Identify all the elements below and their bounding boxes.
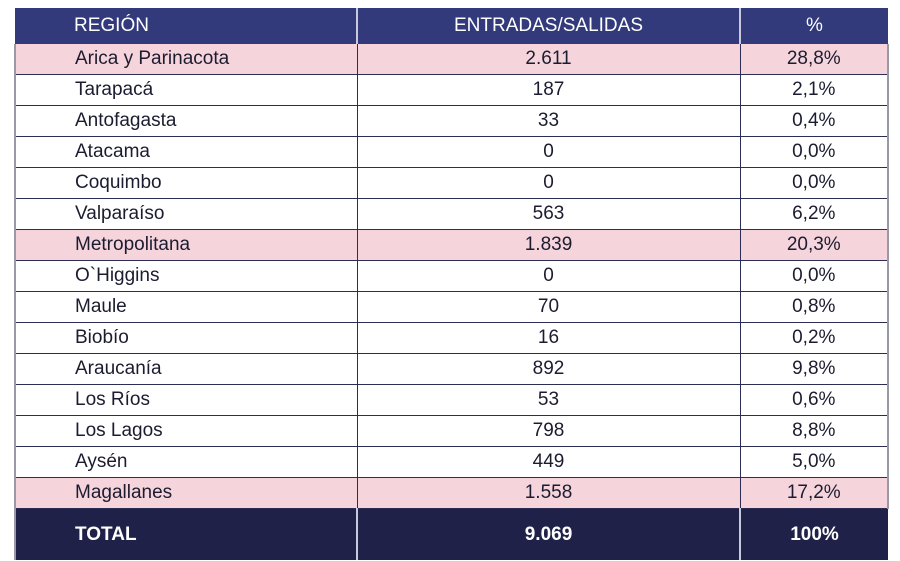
region-cell: Antofagasta [14,105,358,137]
total-value: 9.069 [357,508,741,560]
percent-cell: 0,0% [740,136,889,168]
value-cell: 1.558 [357,477,741,509]
region-cell: O`Higgins [14,260,358,292]
table-row: Los Lagos 798 8,8% [14,415,889,447]
table-row: Coquimbo 0 0,0% [14,167,889,199]
table-row: O`Higgins 0 0,0% [14,260,889,292]
percent-cell: 28,8% [740,44,889,75]
header-row: REGIÓN ENTRADAS/SALIDAS % [15,8,888,44]
total-label: TOTAL [14,508,358,560]
table-row: Aysén 449 5,0% [14,446,889,478]
value-cell: 53 [357,384,741,416]
region-cell: Maule [14,291,358,323]
percent-cell: 9,8% [740,353,889,385]
region-cell: Arica y Parinacota [14,44,358,75]
value-cell: 1.839 [357,229,741,261]
value-cell: 70 [357,291,741,323]
percent-cell: 0,0% [740,260,889,292]
total-row: TOTAL 9.069 100% [14,508,888,560]
header-entradas-salidas: ENTRADAS/SALIDAS [357,8,741,44]
percent-cell: 5,0% [740,446,889,478]
percent-cell: 0,2% [740,322,889,354]
value-cell: 33 [357,105,741,137]
percent-cell: 20,3% [740,229,889,261]
value-cell: 892 [357,353,741,385]
region-cell: Biobío [14,322,358,354]
region-cell: Valparaíso [14,198,358,230]
value-cell: 0 [357,136,741,168]
value-cell: 187 [357,74,741,106]
table-row: Antofagasta 33 0,4% [14,105,889,137]
region-table: REGIÓN ENTRADAS/SALIDAS % Arica y Parina… [14,8,889,560]
value-cell: 0 [357,260,741,292]
percent-cell: 8,8% [740,415,889,447]
percent-cell: 17,2% [740,477,889,509]
table-row: Valparaíso 563 6,2% [14,198,889,230]
table-row: Tarapacá 187 2,1% [14,74,889,106]
region-cell: Magallanes [14,477,358,509]
region-cell: Coquimbo [14,167,358,199]
table-row: Metropolitana 1.839 20,3% [14,229,889,261]
total-percent: 100% [740,508,888,560]
region-cell: Araucanía [14,353,358,385]
value-cell: 563 [357,198,741,230]
region-cell: Metropolitana [14,229,358,261]
region-cell: Aysén [14,446,358,478]
table-row: Maule 70 0,8% [14,291,889,323]
percent-cell: 6,2% [740,198,889,230]
value-cell: 798 [357,415,741,447]
region-cell: Atacama [14,136,358,168]
percent-cell: 0,0% [740,167,889,199]
table-row: Biobío 16 0,2% [14,322,889,354]
value-cell: 2.611 [357,44,741,75]
percent-cell: 0,4% [740,105,889,137]
header-percent: % [740,8,888,44]
value-cell: 449 [357,446,741,478]
region-cell: Los Ríos [14,384,358,416]
table-row: Atacama 0 0,0% [14,136,889,168]
value-cell: 16 [357,322,741,354]
region-cell: Los Lagos [14,415,358,447]
region-cell: Tarapacá [14,74,358,106]
table-row: Los Ríos 53 0,6% [14,384,889,416]
header-region: REGIÓN [15,8,358,44]
table-row: Araucanía 892 9,8% [14,353,889,385]
table-row: Arica y Parinacota 2.611 28,8% [14,44,889,75]
percent-cell: 2,1% [740,74,889,106]
percent-cell: 0,8% [740,291,889,323]
percent-cell: 0,6% [740,384,889,416]
table-row: Magallanes 1.558 17,2% [14,477,889,509]
value-cell: 0 [357,167,741,199]
